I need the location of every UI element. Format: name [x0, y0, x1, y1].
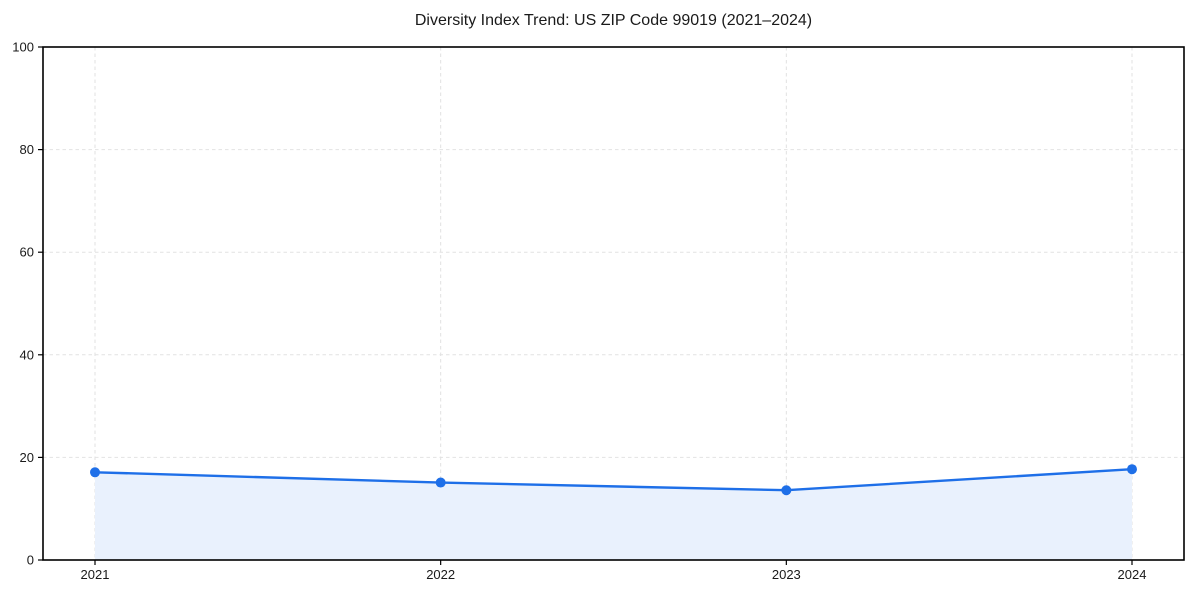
chart-title: Diversity Index Trend: US ZIP Code 99019… — [414, 12, 813, 29]
x-tick-label: 2024 — [1118, 567, 1147, 582]
trend-line — [93, 467, 1134, 492]
y-tick-label: 40 — [20, 347, 34, 362]
data-point-2021 — [90, 467, 100, 478]
y-tick-label: 60 — [20, 245, 34, 260]
y-tick-label: 80 — [20, 142, 34, 157]
y-tick-label: 100 — [12, 40, 34, 55]
plot-border — [42, 46, 1185, 561]
y-tick-label: 20 — [20, 450, 34, 465]
x-tick-label: 2021 — [81, 567, 110, 582]
data-point-2024 — [1127, 464, 1137, 475]
y-tick-label: 0 — [27, 553, 34, 568]
x-tick-label: 2022 — [426, 567, 455, 582]
area-fill — [95, 469, 1132, 560]
data-point-2023 — [781, 485, 792, 496]
data-point-2022 — [435, 477, 446, 488]
x-tick-label: 2023 — [772, 567, 801, 582]
